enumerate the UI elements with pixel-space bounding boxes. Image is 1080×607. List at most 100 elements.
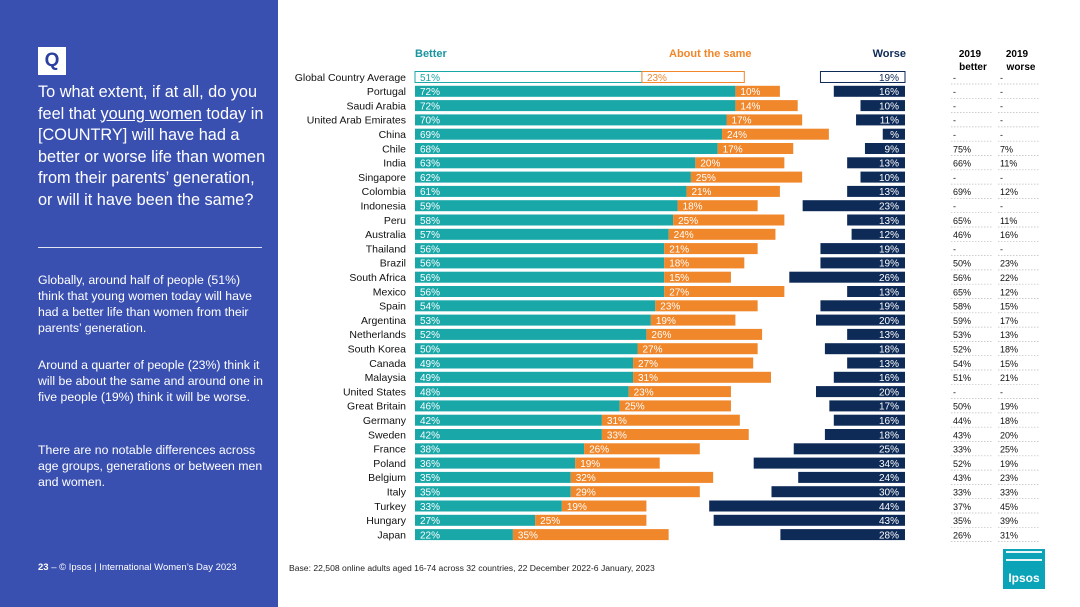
value-worse: 10% [879, 101, 899, 112]
bar-same [664, 271, 731, 283]
bar-better [415, 157, 696, 169]
bar-same [673, 214, 785, 226]
value-2019-worse: 15% [1000, 359, 1018, 369]
value-same: 17% [732, 116, 752, 127]
value-2019-better: 35% [953, 516, 971, 526]
value-worse: 23% [879, 202, 899, 213]
country-label: United Arab Emirates [307, 115, 406, 127]
value-2019-worse: - [1000, 116, 1003, 126]
bar-same [570, 486, 700, 498]
bar-better [415, 400, 620, 412]
bar-better [415, 328, 647, 340]
bar-better [415, 200, 678, 212]
country-label: India [383, 158, 406, 170]
bar-worse [847, 157, 905, 169]
value-same: 25% [678, 216, 698, 227]
value-worse: 18% [879, 345, 899, 356]
value-2019-worse: - [1000, 87, 1003, 97]
value-same: 25% [540, 516, 560, 527]
value-2019-better: 54% [953, 359, 971, 369]
country-label: Hungary [366, 515, 406, 527]
value-2019-better: - [953, 130, 956, 140]
bar-worse [824, 343, 905, 355]
value-same: 31% [607, 416, 627, 427]
bar-same [677, 200, 758, 212]
value-better: 33% [420, 502, 440, 513]
value-2019-better: 33% [953, 488, 971, 498]
bar-better [415, 457, 576, 469]
value-2019-worse: 13% [1000, 330, 1018, 340]
country-label: Singapore [358, 172, 406, 184]
value-2019-worse: 12% [1000, 187, 1018, 197]
value-2019-better: 69% [953, 187, 971, 197]
value-2019-worse: 19% [1000, 459, 1018, 469]
bar-better [415, 471, 571, 483]
country-label: Great Britain [347, 401, 406, 413]
value-better: 50% [420, 345, 440, 356]
value-worse: 16% [879, 373, 899, 384]
value-same: 24% [674, 230, 694, 241]
legend-better: Better [415, 48, 448, 60]
bar-worse [713, 514, 905, 526]
country-label: Mexico [373, 286, 406, 298]
value-2019-better: 65% [953, 287, 971, 297]
value-same: 15% [669, 273, 689, 284]
value-better: 58% [420, 216, 440, 227]
bar-better [415, 257, 665, 269]
value-2019-better: - [953, 87, 956, 97]
footer: 23 – © Ipsos | International Women’s Day… [38, 562, 237, 573]
bar-same [619, 400, 731, 412]
bar-worse [816, 386, 905, 398]
bar-better [415, 343, 638, 355]
value-2019-better: 26% [953, 530, 971, 540]
value-same: 29% [576, 488, 596, 499]
value-better: 68% [420, 144, 440, 155]
value-same: 19% [567, 502, 587, 513]
header-2019-worse-line2: worse [1006, 62, 1036, 73]
bar-worse [820, 257, 905, 269]
country-label: Indonesia [360, 201, 406, 213]
country-label: Colombia [362, 186, 407, 198]
value-worse: 13% [879, 216, 899, 227]
value-2019-better: 44% [953, 416, 971, 426]
country-label: Chile [382, 143, 406, 155]
value-better: 54% [420, 302, 440, 313]
value-same: 25% [696, 173, 716, 184]
bar-better [415, 386, 629, 398]
value-better: 42% [420, 430, 440, 441]
bar-better [415, 228, 669, 240]
bar-worse [798, 471, 905, 483]
value-2019-worse: 18% [1000, 345, 1018, 355]
bar-worse [771, 486, 905, 498]
value-2019-better: 52% [953, 459, 971, 469]
value-better: 51% [420, 73, 440, 84]
bar-better [415, 100, 736, 112]
value-2019-better: - [953, 387, 956, 397]
value-better: 62% [420, 173, 440, 184]
legend-about-the-same: About the same [669, 48, 752, 60]
value-worse: 12% [879, 230, 899, 241]
bar-same [735, 85, 780, 97]
value-worse: 43% [879, 516, 899, 527]
bar-worse [824, 429, 905, 440]
value-2019-better: - [953, 101, 956, 111]
value-2019-better: - [953, 202, 956, 212]
bar-better [415, 271, 665, 283]
value-2019-worse: 45% [1000, 502, 1018, 512]
value-worse: 19% [879, 302, 899, 313]
value-2019-better: 50% [953, 259, 971, 269]
value-same: 18% [683, 202, 703, 213]
bar-worse [789, 271, 905, 283]
value-worse: 28% [879, 530, 899, 541]
value-worse: 18% [879, 430, 899, 441]
value-worse: % [890, 130, 899, 141]
value-2019-worse: - [1000, 73, 1003, 83]
country-label: Japan [377, 529, 406, 541]
value-same: 23% [660, 302, 680, 313]
value-2019-better: - [953, 244, 956, 254]
value-same: 32% [576, 473, 596, 484]
value-better: 27% [420, 516, 440, 527]
value-2019-better: 65% [953, 216, 971, 226]
value-better: 69% [420, 130, 440, 141]
value-better: 59% [420, 202, 440, 213]
